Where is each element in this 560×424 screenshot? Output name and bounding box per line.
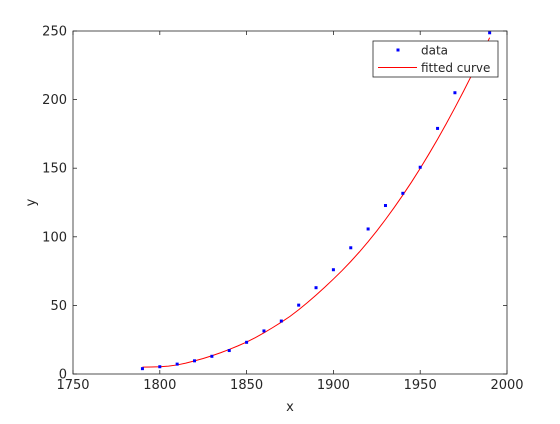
data-point xyxy=(401,191,405,195)
y-axis-label: y xyxy=(24,198,39,206)
data-point xyxy=(383,204,387,208)
data-point xyxy=(245,340,249,344)
legend-marker-data xyxy=(396,48,400,52)
data-point xyxy=(488,31,492,35)
data-point xyxy=(453,91,457,95)
data-point xyxy=(366,227,370,231)
data-point xyxy=(227,349,231,353)
y-tick-label: 150 xyxy=(42,162,67,177)
data-point xyxy=(158,365,162,369)
axes-box xyxy=(72,30,508,375)
y-tick-label: 250 xyxy=(42,25,67,40)
x-axis-label: x xyxy=(286,400,294,415)
data-point xyxy=(175,362,179,366)
fitted-curve-line xyxy=(142,37,491,368)
data-point xyxy=(436,126,440,130)
x-tick-label: 1900 xyxy=(317,378,350,393)
data-point xyxy=(279,319,283,323)
y-tick-label: 0 xyxy=(59,368,67,383)
data-point xyxy=(210,354,214,358)
data-point xyxy=(331,268,335,272)
x-tick-label: 1950 xyxy=(404,378,437,393)
data-point xyxy=(418,165,422,169)
data-point xyxy=(140,367,144,371)
x-tick-label: 1750 xyxy=(56,378,89,393)
data-point xyxy=(349,246,353,250)
y-tick-label: 100 xyxy=(42,230,67,245)
x-tick-label: 1850 xyxy=(230,378,263,393)
data-point xyxy=(193,359,197,363)
legend-box xyxy=(372,40,499,78)
plot-area xyxy=(73,31,507,374)
legend-label-data: data xyxy=(421,44,448,58)
x-tick-label: 1800 xyxy=(143,378,176,393)
y-tick-label: 200 xyxy=(42,93,67,108)
data-point xyxy=(314,286,318,290)
x-tick-label: 2000 xyxy=(490,378,523,393)
y-tick-label: 50 xyxy=(50,299,67,314)
legend-label-fitted-curve: fitted curve xyxy=(421,61,490,75)
data-point xyxy=(262,329,266,333)
data-point xyxy=(297,303,301,307)
